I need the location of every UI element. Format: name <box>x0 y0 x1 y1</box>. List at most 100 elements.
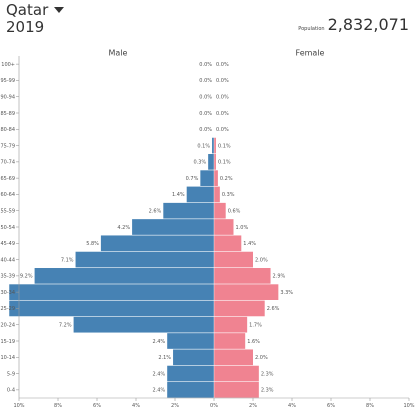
y-tick-label: 75-79 <box>0 143 15 149</box>
y-tick-label: 0-4 <box>7 388 15 394</box>
bar-male <box>100 235 214 252</box>
series-label-male: Male <box>109 49 128 58</box>
data-label-female: 1.4% <box>243 241 256 247</box>
data-label-female: 0.0% <box>216 111 229 117</box>
y-tick-label: 45-49 <box>0 241 15 247</box>
y-tick-label: 35-39 <box>0 274 15 280</box>
bar-male <box>212 137 214 154</box>
data-label-female: 2.3% <box>261 371 274 377</box>
bar-female <box>214 202 226 219</box>
x-tick-label: 2% <box>249 403 257 409</box>
bar-male <box>173 349 214 366</box>
y-tick-label: 40-44 <box>0 257 15 263</box>
bar-male <box>75 251 214 268</box>
y-tick-label: 10-14 <box>0 355 15 361</box>
bar-female <box>214 382 259 398</box>
data-label-female: 0.1% <box>218 143 231 149</box>
data-label-female: 0.0% <box>216 78 229 84</box>
bar-male <box>200 170 214 186</box>
x-tick-label: 8% <box>54 403 62 409</box>
data-label-male: 0.0% <box>199 127 212 133</box>
bar-male <box>167 333 214 349</box>
y-tick-label: 85-89 <box>0 111 15 117</box>
data-label-male: 4.2% <box>117 225 130 231</box>
data-label-male: 5.8% <box>86 241 99 247</box>
bar-female <box>214 349 253 366</box>
bar-female <box>214 333 246 349</box>
y-tick-label: 65-69 <box>0 176 15 182</box>
data-label-male: 0.0% <box>199 95 212 101</box>
y-tick-label: 90-94 <box>0 95 15 101</box>
bar-male <box>73 316 214 333</box>
data-label-male: 0.0% <box>199 78 212 84</box>
y-tick-label: 55-59 <box>0 209 15 215</box>
data-label-female: 0.2% <box>220 176 233 182</box>
data-label-male: 2.4% <box>152 388 165 394</box>
data-label-female: 0.6% <box>228 209 241 215</box>
population-label: Population <box>298 26 325 32</box>
data-label-female: 3.3% <box>280 290 293 296</box>
data-label-female: 2.0% <box>255 257 268 263</box>
bar-female <box>214 365 259 382</box>
bar-female <box>214 284 279 300</box>
x-tick-label: 6% <box>93 403 101 409</box>
data-label-female: 2.3% <box>261 388 274 394</box>
data-label-male: 0.0% <box>199 62 212 68</box>
y-tick-label: 100+ <box>1 62 15 68</box>
year-label: 2019 <box>6 18 45 36</box>
bar-female <box>214 170 218 186</box>
x-tick-label: 10% <box>13 403 24 409</box>
data-label-male: 0.3% <box>193 160 206 166</box>
y-tick-label: 30-34 <box>0 290 15 296</box>
data-label-male: 2.4% <box>152 339 165 345</box>
bar-female <box>214 186 220 203</box>
chevron-down-icon[interactable] <box>54 7 65 13</box>
bar-male <box>186 186 214 203</box>
bar-male <box>208 154 214 170</box>
data-label-male: 1.4% <box>172 192 185 198</box>
data-label-male: 2.6% <box>149 209 162 215</box>
data-label-male: 7.1% <box>61 257 74 263</box>
data-label-female: 2.9% <box>273 274 286 280</box>
bar-female <box>214 219 234 235</box>
y-tick-label: 95-99 <box>0 78 15 84</box>
y-tick-label: 50-54 <box>0 225 15 231</box>
x-tick-label: 8% <box>366 403 374 409</box>
bar-male <box>163 202 214 219</box>
data-label-female: 0.3% <box>222 192 235 198</box>
bar-male <box>9 284 214 300</box>
bar-female <box>214 154 216 170</box>
x-tick-label: 0% <box>210 403 218 409</box>
bar-male <box>34 268 214 284</box>
data-label-male: 7.2% <box>59 323 72 329</box>
x-tick-label: 10% <box>403 403 414 409</box>
population-value: 2,832,071 <box>327 15 409 34</box>
bar-female <box>214 251 253 268</box>
data-label-female: 0.0% <box>216 127 229 133</box>
data-label-male: 0.7% <box>186 176 199 182</box>
bar-male <box>167 382 214 398</box>
series-label-female: Female <box>296 49 325 58</box>
y-tick-label: 80-84 <box>0 127 15 133</box>
data-label-female: 0.1% <box>218 160 231 166</box>
data-label-female: 1.0% <box>236 225 249 231</box>
data-label-male: 0.1% <box>197 143 210 149</box>
population-readout: Population 2,832,071 <box>298 15 409 34</box>
data-label-male: 0.0% <box>199 111 212 117</box>
bar-female <box>214 137 216 154</box>
y-tick-label: 5-9 <box>7 371 15 377</box>
y-tick-label: 70-74 <box>0 160 15 166</box>
y-tick-label: 15-19 <box>0 339 15 345</box>
country-selector[interactable]: Qatar <box>6 0 65 20</box>
x-tick-label: 4% <box>288 403 296 409</box>
data-label-female: 0.0% <box>216 95 229 101</box>
bar-male <box>167 365 214 382</box>
x-tick-label: 6% <box>327 403 335 409</box>
bar-female <box>214 268 271 284</box>
y-tick-label: 25-29 <box>0 306 15 312</box>
bar-female <box>214 316 248 333</box>
y-tick-label: 60-64 <box>0 192 15 198</box>
data-label-female: 2.0% <box>255 355 268 361</box>
data-label-male: 2.1% <box>158 355 171 361</box>
